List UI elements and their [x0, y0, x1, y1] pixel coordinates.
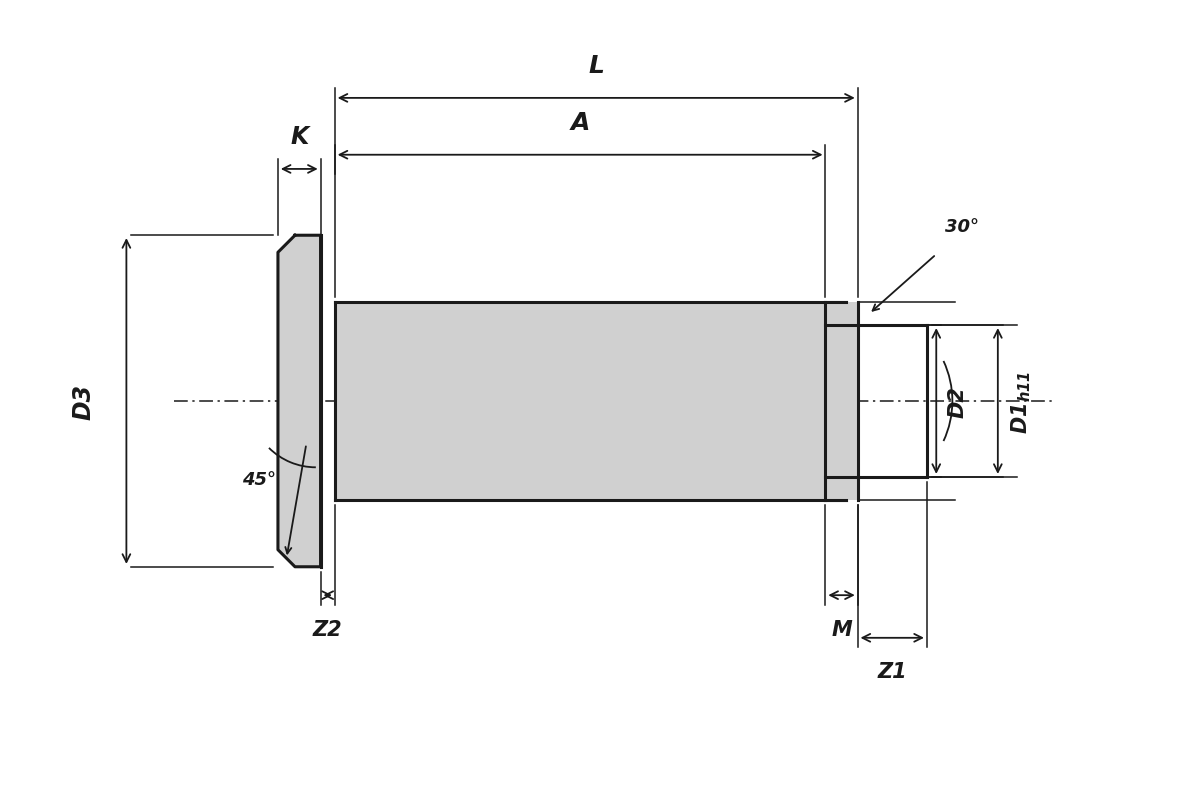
Text: 45°: 45° — [242, 470, 276, 488]
Bar — [826, 302, 858, 501]
Text: D1$_{\mathregular{h11}}$: D1$_{\mathregular{h11}}$ — [1009, 370, 1033, 433]
Text: D2: D2 — [948, 385, 967, 418]
Polygon shape — [278, 236, 320, 567]
Text: Z2: Z2 — [313, 619, 342, 639]
Text: 30°: 30° — [944, 218, 979, 235]
Bar — [335, 302, 846, 501]
Text: Z1: Z1 — [877, 662, 907, 682]
Text: D3: D3 — [72, 384, 96, 419]
Text: M: M — [832, 619, 852, 639]
Text: L: L — [588, 54, 604, 78]
Text: A: A — [570, 111, 589, 135]
Text: K: K — [290, 125, 308, 149]
